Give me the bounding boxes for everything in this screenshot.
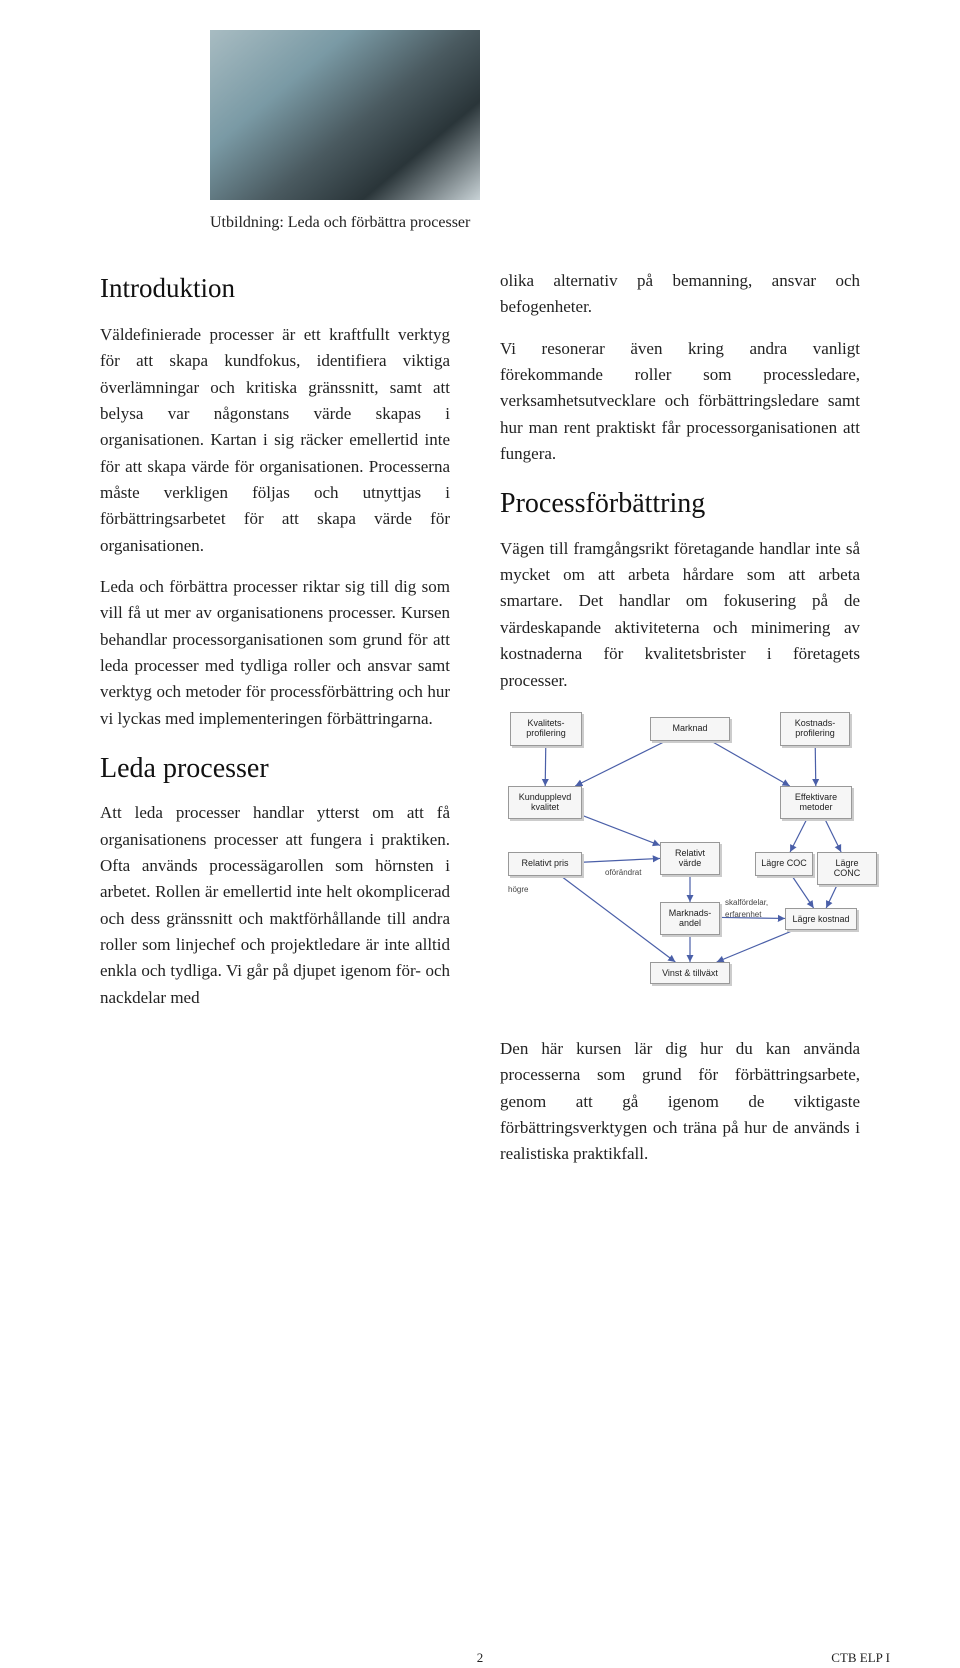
intro-paragraph-2: Leda och förbättra processer riktar sig … bbox=[100, 574, 450, 732]
course-subtitle: Utbildning: Leda och förbättra processer bbox=[210, 214, 860, 232]
flowchart-node-lagreconc: Lägre CONC bbox=[817, 852, 877, 885]
flowchart-node-relativtpris: Relativt pris bbox=[508, 852, 582, 876]
flowchart-node-marknad: Marknad bbox=[650, 717, 730, 741]
right-paragraph-3: Vägen till framgångsrikt företagande han… bbox=[500, 536, 860, 694]
flowchart-node-vinst: Vinst & tillväxt bbox=[650, 962, 730, 984]
left-column: Introduktion Väldefinierade processer är… bbox=[100, 268, 450, 1183]
flowchart-node-marknadsandel: Marknads-andel bbox=[660, 902, 720, 935]
right-paragraph-1: olika alternativ på bemanning, ansvar oc… bbox=[500, 268, 860, 321]
flowchart-node-kundupplevd: Kundupplevdkvalitet bbox=[508, 786, 582, 819]
heading-leda-processer: Leda processer bbox=[100, 747, 450, 790]
right-column: olika alternativ på bemanning, ansvar oc… bbox=[500, 268, 860, 1183]
page-number: 2 bbox=[477, 1650, 484, 1666]
heading-introduktion: Introduktion bbox=[100, 268, 450, 310]
document-page: Utbildning: Leda och förbättra processer… bbox=[0, 0, 960, 1223]
flowchart-node-effektivare: Effektivaremetoder bbox=[780, 786, 852, 819]
footer-code: CTB ELP I bbox=[831, 1650, 890, 1666]
heading-processforbattring: Processförbättring bbox=[500, 482, 860, 525]
flowchart-node-kvalitets: Kvalitets-profilering bbox=[510, 712, 582, 746]
process-flowchart: Kvalitets-profilering Marknad Kostnads-pro… bbox=[500, 712, 860, 1012]
flowchart-node-lagrekostnad: Lägre kostnad bbox=[785, 908, 857, 930]
header-image bbox=[210, 30, 480, 200]
flowchart-label: skalfördelar,erfarenhet bbox=[725, 897, 768, 922]
intro-paragraph-1: Väldefinierade processer är ett kraftful… bbox=[100, 322, 450, 559]
right-paragraph-2: Vi resonerar även kring andra vanligt fö… bbox=[500, 336, 860, 468]
flowchart-label: oförändrat bbox=[605, 867, 641, 879]
flowchart-node-kostnads: Kostnads-profilering bbox=[780, 712, 850, 746]
flowchart-label: högre bbox=[508, 884, 528, 896]
leda-paragraph: Att leda processer handlar ytterst om at… bbox=[100, 800, 450, 1011]
flowchart-node-relativtvarde: Relativtvärde bbox=[660, 842, 720, 875]
right-paragraph-4: Den här kursen lär dig hur du kan använd… bbox=[500, 1036, 860, 1168]
flowchart-node-lagrecoc: Lägre COC bbox=[755, 852, 813, 876]
two-column-layout: Introduktion Väldefinierade processer är… bbox=[100, 268, 860, 1183]
